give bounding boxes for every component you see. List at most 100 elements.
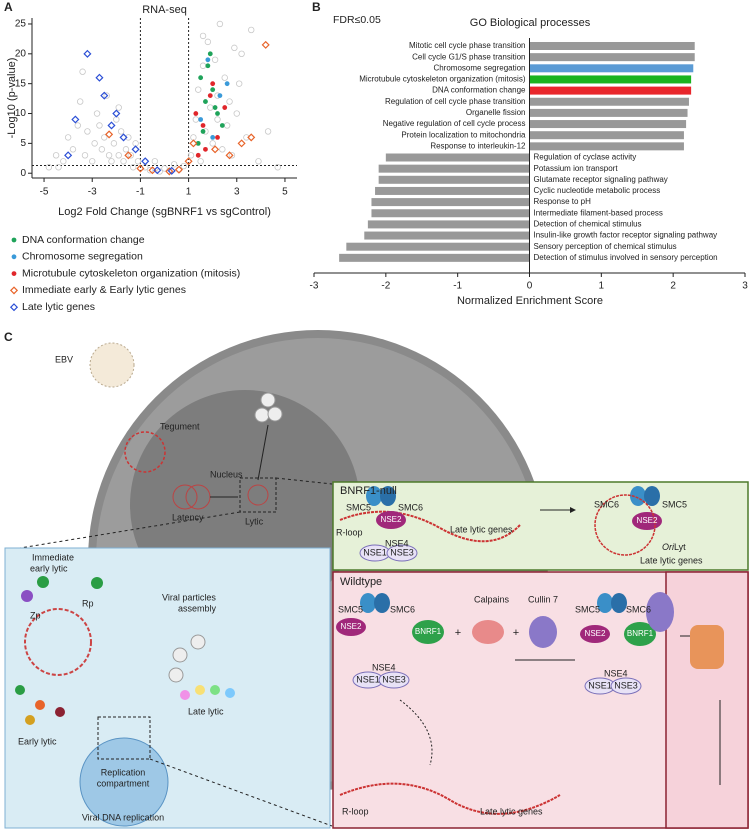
episome bbox=[247, 484, 269, 506]
protein bbox=[21, 590, 33, 602]
label: compartment bbox=[97, 778, 150, 788]
y-tick-label: 0 bbox=[20, 168, 26, 179]
point bbox=[71, 115, 80, 124]
bar bbox=[529, 42, 695, 50]
dna bbox=[339, 510, 521, 543]
label: BNRF1 bbox=[627, 629, 654, 638]
point bbox=[91, 140, 98, 147]
bar bbox=[339, 253, 530, 262]
proteasome bbox=[690, 625, 724, 669]
point bbox=[64, 134, 72, 141]
bar bbox=[529, 86, 692, 95]
label: Early lytic bbox=[18, 736, 57, 746]
label: SMC6 bbox=[594, 499, 619, 509]
x-tick-label: 1 bbox=[599, 281, 605, 292]
cullin-shape bbox=[529, 616, 557, 648]
x-tick-label: 1 bbox=[186, 187, 192, 198]
point bbox=[210, 81, 216, 87]
category-label: Protein localization to mitochondria bbox=[401, 130, 526, 139]
point bbox=[146, 167, 154, 174]
protein bbox=[180, 690, 190, 700]
point bbox=[221, 74, 228, 81]
bar bbox=[371, 209, 530, 218]
bar bbox=[378, 175, 530, 184]
point bbox=[45, 164, 53, 171]
legend-marker bbox=[9, 303, 19, 312]
point bbox=[219, 146, 226, 153]
point bbox=[247, 133, 256, 142]
x-tick-label: 5 bbox=[282, 187, 288, 198]
point bbox=[198, 117, 204, 122]
point bbox=[200, 123, 206, 128]
smc bbox=[630, 486, 646, 506]
point bbox=[103, 92, 110, 99]
point bbox=[211, 145, 220, 154]
point bbox=[228, 152, 236, 159]
legend-marker bbox=[9, 286, 19, 295]
y-tick-label: 15 bbox=[15, 78, 27, 89]
bar bbox=[529, 53, 695, 62]
label: SMC6 bbox=[390, 604, 415, 614]
point bbox=[105, 130, 114, 139]
category-label: Microtubule cytoskeleton organization (m… bbox=[359, 75, 526, 84]
category-label: Response to pH bbox=[534, 197, 592, 206]
point bbox=[248, 26, 255, 34]
label: Lyt bbox=[674, 542, 686, 552]
category-label: Organelle fission bbox=[466, 108, 526, 117]
label: Late lytic genes bbox=[450, 524, 513, 534]
point bbox=[101, 134, 108, 141]
label: Calpains bbox=[474, 594, 510, 604]
label: Replication bbox=[101, 767, 146, 777]
legend-label: Immediate early & Early lytic genes bbox=[22, 284, 186, 296]
label: SMC6 bbox=[398, 502, 423, 512]
point bbox=[261, 40, 270, 49]
point bbox=[238, 50, 245, 58]
label: Viral particles bbox=[162, 592, 216, 602]
point bbox=[211, 56, 219, 63]
label: NSE4 bbox=[372, 662, 396, 672]
point bbox=[199, 62, 207, 69]
label: SMC6 bbox=[626, 604, 651, 614]
point bbox=[134, 158, 142, 165]
nse3-shape bbox=[610, 677, 642, 695]
point bbox=[141, 157, 150, 166]
label: OriLyt bbox=[662, 542, 686, 552]
point bbox=[215, 135, 220, 140]
point bbox=[89, 158, 96, 165]
point bbox=[84, 128, 91, 135]
x-tick-label: -2 bbox=[381, 281, 390, 292]
point bbox=[105, 152, 113, 159]
label: Immediate bbox=[32, 552, 74, 562]
nse3-shape bbox=[386, 544, 418, 562]
point bbox=[195, 140, 201, 146]
point bbox=[55, 164, 62, 171]
point bbox=[52, 152, 60, 159]
category-label: Sensory perception of chemical stimulus bbox=[534, 242, 677, 251]
point bbox=[223, 122, 231, 129]
point bbox=[136, 164, 145, 173]
point bbox=[60, 158, 67, 165]
point bbox=[197, 158, 204, 165]
x-tick-label: -3 bbox=[88, 187, 97, 198]
x-axis-label: Normalized Enrichment Score bbox=[457, 295, 603, 307]
bar bbox=[529, 131, 684, 140]
label: Late lytic genes bbox=[480, 806, 543, 816]
label: Cullin 7 bbox=[528, 594, 558, 604]
compartment-shape bbox=[79, 737, 169, 827]
x-tick-label: 2 bbox=[670, 281, 676, 292]
dna bbox=[594, 494, 656, 556]
bar bbox=[529, 108, 688, 117]
category-label: Mitotic cell cycle phase transition bbox=[409, 41, 526, 50]
y-tick-label: 10 bbox=[15, 108, 27, 119]
label: NSE3 bbox=[382, 674, 406, 684]
point bbox=[124, 151, 133, 160]
bar bbox=[529, 64, 694, 73]
protein bbox=[195, 685, 205, 695]
x-tick-label: -1 bbox=[453, 281, 462, 292]
protein bbox=[91, 577, 103, 589]
point bbox=[98, 146, 106, 153]
bar bbox=[529, 97, 689, 106]
bar bbox=[346, 242, 530, 251]
label: Lytic bbox=[245, 516, 264, 526]
